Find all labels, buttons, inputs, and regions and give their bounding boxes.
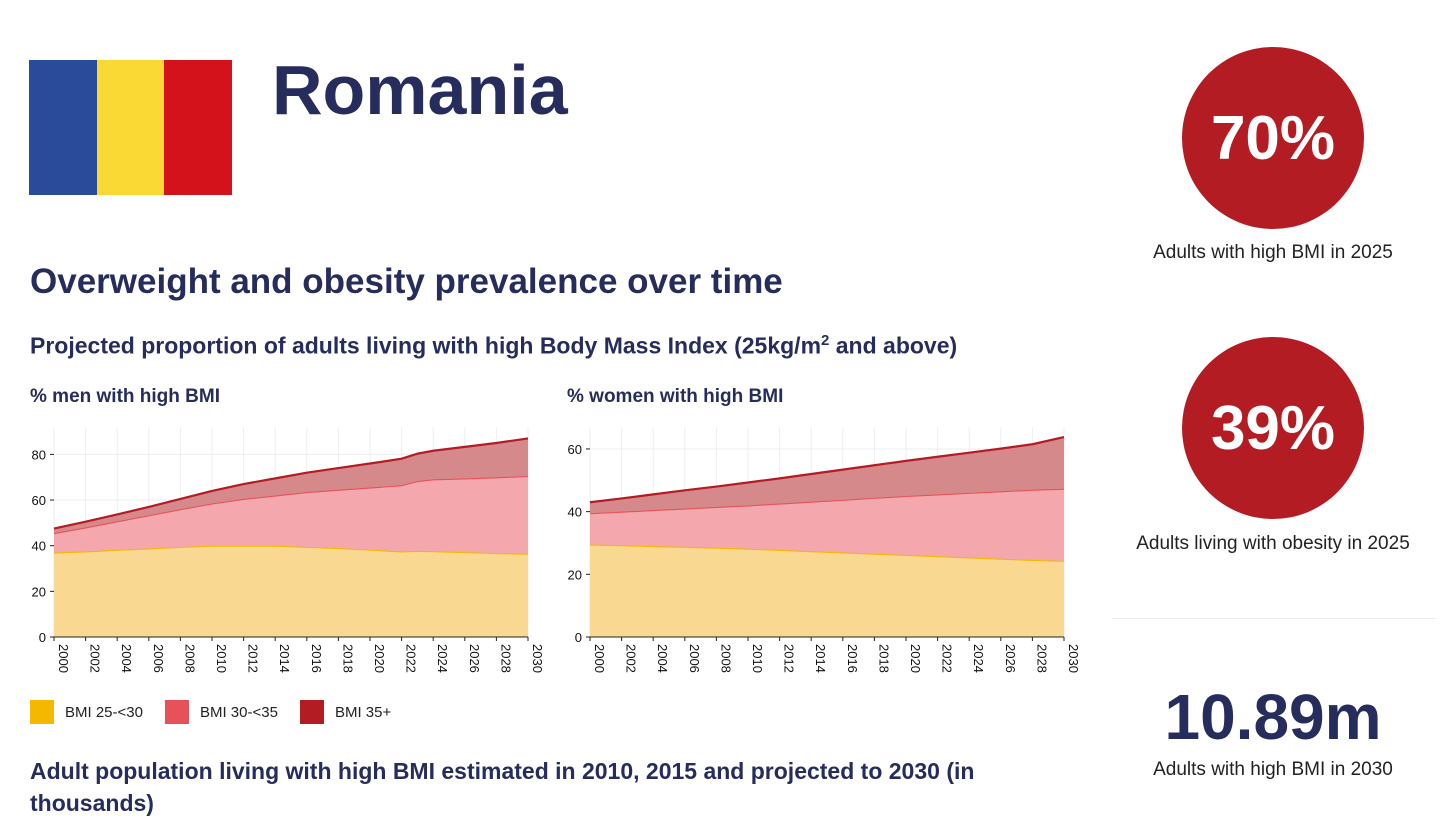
legend-item-bmi-25-30: BMI 25-<30 (30, 700, 143, 724)
women-chart-area-bmi-25-30 (590, 544, 1064, 637)
chart-subtitle-end: and above) (829, 332, 958, 359)
men-chart-x-tick-label: 2018 (340, 644, 355, 673)
legend-item-bmi-30-35: BMI 30-<35 (164, 700, 278, 724)
women-chart-x-tick-label: 2004 (655, 644, 670, 673)
women-chart-y-tick-label: 40 (568, 505, 582, 520)
men-bmi-chart: 0 20 40 60 80 2000 2002 2004 2006 2008 2010 2012 201… (32, 427, 542, 673)
women-chart-title: % women with high BMI (567, 386, 784, 407)
women-chart-x-tick-label: 2008 (718, 644, 733, 673)
men-chart-x-tick-label: 2004 (119, 644, 134, 673)
flag-stripe-blue (29, 60, 97, 195)
chart-subtitle-main: Projected proportion of adults living wi… (30, 332, 822, 359)
men-chart-x-tick-label: 2006 (151, 644, 166, 673)
country-flag (29, 60, 233, 195)
men-chart-x-tick-label: 2028 (498, 644, 513, 673)
men-chart-title: % men with high BMI (30, 386, 220, 407)
section-title: Overweight and obesity prevalence over t… (30, 262, 783, 301)
men-chart-y-tick-label: 20 (32, 584, 46, 599)
obesity-2025-label: Adults living with obesity in 2025 (1136, 533, 1410, 554)
women-chart-x-tick-label: 2010 (750, 644, 765, 673)
men-chart-x-tick-label: 2030 (530, 644, 542, 673)
women-chart-y-tick-label: 20 (568, 567, 582, 582)
chart-legend: BMI 25-<30 BMI 30-<35 BMI 35+ (30, 700, 413, 724)
women-chart-x-tick-label: 2000 (592, 644, 607, 673)
women-chart-line-bmi-35-plus (589, 435, 1065, 504)
men-chart-area-bmi-35-plus (54, 438, 528, 534)
women-chart-x-tick-label: 2014 (813, 644, 828, 673)
high-bmi-2025-label: Adults with high BMI in 2025 (1153, 242, 1393, 263)
men-chart-x-tick-label: 2026 (467, 644, 482, 673)
men-chart-y-tick-label: 40 (32, 539, 46, 554)
women-chart-x-tick-label: 2006 (687, 644, 702, 673)
legend-label-bmi-35-plus: BMI 35+ (334, 703, 392, 721)
men-chart-x-tick-label: 2024 (435, 644, 450, 673)
men-chart-y-tick-label: 80 (32, 447, 46, 462)
men-chart-y-tick-label: 0 (39, 630, 46, 645)
men-chart-x-tick-label: 2010 (214, 644, 229, 673)
men-chart-x-tick-label: 2002 (88, 644, 103, 673)
women-chart-x-tick-label: 2020 (908, 644, 923, 673)
women-chart-x-tick-label: 2022 (940, 644, 955, 673)
men-chart-x-tick-label: 2022 (404, 644, 419, 673)
men-chart-x-tick-label: 2008 (182, 644, 197, 673)
population-section-title: Adult population living with high BMI es… (30, 758, 975, 816)
stats-divider (1112, 618, 1436, 619)
women-chart-x-tick-label: 2002 (624, 644, 639, 673)
women-chart-y-tick-label: 0 (575, 630, 582, 645)
women-chart-line-bmi-30-35 (589, 487, 1065, 515)
men-chart-x-tick-label: 2000 (56, 644, 71, 673)
women-chart-x-tick-label: 2024 (971, 644, 986, 673)
women-chart-x-tick-label: 2030 (1066, 644, 1078, 673)
high-bmi-2025-circle: 70% (1182, 47, 1364, 229)
men-chart-x-tick-label: 2012 (246, 644, 261, 673)
men-chart-area-bmi-25-30 (54, 545, 528, 637)
women-chart-x-tick-label: 2012 (782, 644, 797, 673)
men-chart-x-tick-label: 2014 (277, 644, 292, 673)
chart-subtitle: Projected proportion of adults living wi… (30, 332, 957, 360)
legend-swatch-bmi-35-plus (299, 700, 324, 724)
obesity-2025-value: 39% (1210, 393, 1336, 463)
flag-stripe-yellow (96, 60, 165, 195)
legend-label-bmi-25-30: BMI 25-<30 (65, 703, 143, 721)
country-title: Romania (272, 51, 568, 129)
men-chart-area-bmi-30-35 (54, 476, 528, 554)
women-chart-x-tick-label: 2028 (1034, 644, 1049, 673)
men-chart-x-tick-label: 2020 (372, 644, 387, 673)
high-bmi-2030-label: Adults with high BMI in 2030 (1153, 759, 1393, 780)
men-chart-line-bmi-25-30 (53, 544, 529, 555)
high-bmi-2025-value: 70% (1210, 103, 1336, 173)
men-chart-x-tick-label: 2016 (309, 644, 324, 673)
women-chart-x-tick-label: 2026 (1003, 644, 1018, 673)
flag-stripe-red (164, 60, 233, 195)
obesity-2025-circle: 39% (1182, 337, 1364, 519)
women-chart-x-tick-label: 2016 (845, 644, 860, 673)
women-chart-x-tick-label: 2018 (876, 644, 891, 673)
women-chart-y-tick-label: 60 (568, 442, 582, 457)
legend-swatch-bmi-30-35 (164, 700, 189, 724)
legend-item-bmi-35-plus: BMI 35+ (299, 700, 392, 724)
women-bmi-chart: 0 20 40 60 2000 2002 2004 2006 2008 2010 2012 2014 2… (568, 427, 1078, 673)
men-chart-y-tick-label: 60 (32, 493, 46, 508)
high-bmi-2030-value: 10.89m (1164, 681, 1382, 753)
chart-subtitle-superscript: 2 (821, 332, 830, 349)
men-chart-line-bmi-35-plus (53, 437, 529, 530)
legend-label-bmi-30-35: BMI 30-<35 (199, 703, 278, 721)
legend-swatch-bmi-25-30 (30, 700, 54, 724)
women-chart-area-bmi-30-35 (590, 488, 1064, 561)
